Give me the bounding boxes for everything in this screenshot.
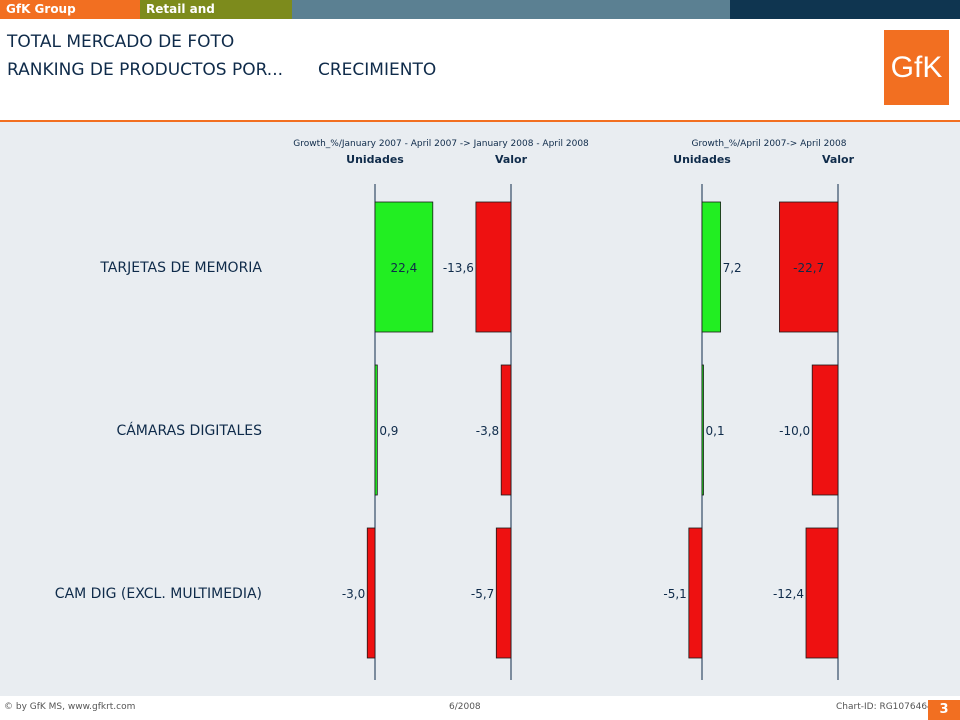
chart-id: Chart-ID: RG1076464-R <box>836 702 943 712</box>
ranking-metric: CRECIMIENTO <box>318 60 437 80</box>
bar <box>701 201 721 333</box>
report-date: 6/2008 <box>449 702 481 712</box>
page-title: TOTAL MERCADO DE FOTO <box>7 32 235 52</box>
series-header: Valor <box>822 153 855 166</box>
page-subtitle: RANKING DE PRODUCTOS POR... <box>7 60 284 80</box>
bar <box>475 201 512 333</box>
bar <box>805 527 839 659</box>
top-bar-right <box>730 0 960 19</box>
chart-area: TARJETAS DE MEMORIA CÁMARAS DIGITALES CAM … <box>0 122 960 696</box>
data-label: 7,2 <box>723 261 742 275</box>
page-header: TOTAL MERCADO DE FOTO RANKING DE PRODUCT… <box>0 19 960 120</box>
gfk-logo: GfK <box>884 30 949 105</box>
data-label: -3,0 <box>342 587 365 601</box>
category-label: CÁMARAS DIGITALES <box>116 422 262 439</box>
copyright-text: © by GfK MS, www.gfkrt.com <box>4 702 136 712</box>
growth-chart: TARJETAS DE MEMORIA CÁMARAS DIGITALES CAM … <box>55 139 855 680</box>
division-label: Retail and Technology <box>140 0 292 35</box>
bar <box>495 527 512 659</box>
data-label: -3,8 <box>476 424 499 438</box>
header-divider <box>0 120 960 122</box>
data-label: 0,9 <box>379 424 398 438</box>
data-label: 0,1 <box>706 424 725 438</box>
company-label: GfK Group <box>0 0 140 19</box>
panel-header: Growth_%/April 2007-> April 2008 <box>692 139 847 149</box>
panel-header: Growth_%/January 2007 - April 2007 -> Ja… <box>293 139 589 149</box>
bar <box>366 527 376 659</box>
bar <box>374 364 378 496</box>
series-header: Unidades <box>673 153 731 166</box>
data-label: -12,4 <box>773 587 804 601</box>
data-label: 22,4 <box>391 261 418 275</box>
series-header: Unidades <box>346 153 404 166</box>
data-label: -22,7 <box>793 261 824 275</box>
bar <box>688 527 703 659</box>
top-bar-middle <box>292 0 730 19</box>
data-label: -5,1 <box>663 587 686 601</box>
page-footer: © by GfK MS, www.gfkrt.com 6/2008 Chart-… <box>0 696 960 720</box>
bar <box>701 364 704 496</box>
bar <box>374 201 434 333</box>
data-label: -13,6 <box>443 261 474 275</box>
series-header: Valor <box>495 153 528 166</box>
category-label: CAM DIG (EXCL. MULTIMEDIA) <box>55 586 262 602</box>
top-bar: GfK Group Retail and Technology <box>0 0 960 35</box>
data-label: -5,7 <box>471 587 494 601</box>
category-label: TARJETAS DE MEMORIA <box>99 260 262 276</box>
bar <box>500 364 512 496</box>
page-number: 3 <box>928 700 960 720</box>
data-label: -10,0 <box>779 424 810 438</box>
bar <box>779 201 839 333</box>
bar <box>811 364 839 496</box>
